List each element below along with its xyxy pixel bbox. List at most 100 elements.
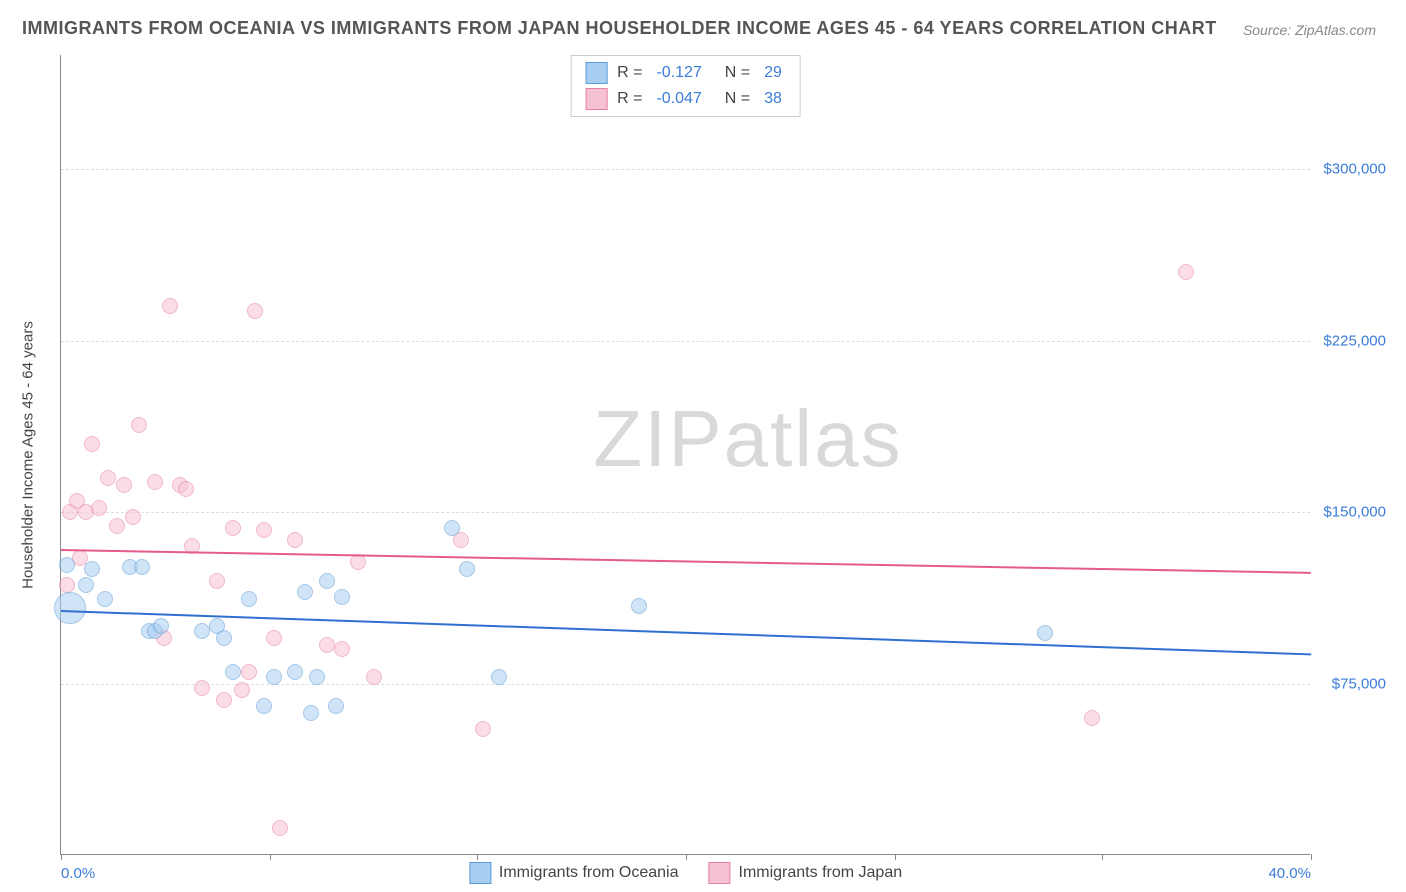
data-point	[125, 509, 141, 525]
data-point	[116, 477, 132, 493]
chart-container: Householder Income Ages 45 - 64 years ZI…	[52, 55, 1382, 855]
data-point	[134, 559, 150, 575]
r-label: R =	[617, 90, 642, 108]
series-name: Immigrants from Oceania	[499, 864, 679, 882]
data-point	[309, 669, 325, 685]
data-point	[84, 561, 100, 577]
r-value: -0.047	[656, 90, 701, 108]
plot-area: ZIPatlas R =-0.127 N =29R =-0.047 N =38 …	[60, 55, 1310, 855]
series-legend: Immigrants from Oceania Immigrants from J…	[469, 862, 902, 884]
data-point	[194, 680, 210, 696]
y-axis-label: Householder Income Ages 45 - 64 years	[20, 321, 37, 589]
data-point	[234, 682, 250, 698]
data-point	[216, 630, 232, 646]
data-point	[319, 573, 335, 589]
data-point	[444, 520, 460, 536]
n-label: N =	[716, 64, 750, 82]
data-point	[334, 641, 350, 657]
data-point	[59, 557, 75, 573]
data-point	[216, 692, 232, 708]
data-point	[147, 474, 163, 490]
x-tick	[270, 854, 271, 860]
x-tick	[1311, 854, 1312, 860]
x-tick-label: 0.0%	[61, 865, 95, 882]
data-point	[153, 618, 169, 634]
data-point	[131, 417, 147, 433]
data-point	[225, 520, 241, 536]
data-point	[109, 518, 125, 534]
correlation-legend: R = -0.127 N = 29 R = -0.047 N = 38	[570, 55, 801, 117]
n-value: 38	[764, 90, 782, 108]
x-tick	[895, 854, 896, 860]
x-tick	[61, 854, 62, 860]
data-point	[59, 577, 75, 593]
source-label: Source:	[1243, 22, 1291, 38]
r-value: -0.127	[656, 64, 701, 82]
data-point	[54, 592, 86, 624]
x-tick	[686, 854, 687, 860]
data-point	[287, 532, 303, 548]
source-value: ZipAtlas.com	[1295, 22, 1376, 38]
data-point	[100, 470, 116, 486]
r-label: R =	[617, 64, 642, 82]
n-label: N =	[716, 90, 750, 108]
data-point	[91, 500, 107, 516]
y-tick-label: $225,000	[1316, 332, 1386, 349]
data-point	[350, 554, 366, 570]
x-tick	[1102, 854, 1103, 860]
legend-row: R = -0.047 N = 38	[585, 88, 786, 110]
legend-row: R = -0.127 N = 29	[585, 62, 786, 84]
gridline-horizontal	[61, 169, 1310, 170]
n-value: 29	[764, 64, 782, 82]
data-point	[178, 481, 194, 497]
watermark-thin: atlas	[724, 394, 903, 483]
series-legend-item: Immigrants from Japan	[709, 862, 903, 884]
x-tick	[477, 854, 478, 860]
data-point	[459, 561, 475, 577]
data-point	[162, 298, 178, 314]
data-point	[328, 698, 344, 714]
data-point	[225, 664, 241, 680]
data-point	[272, 820, 288, 836]
trend-line	[61, 549, 1311, 574]
data-point	[366, 669, 382, 685]
data-point	[1037, 625, 1053, 641]
data-point	[256, 522, 272, 538]
data-point	[1178, 264, 1194, 280]
data-point	[319, 637, 335, 653]
gridline-horizontal	[61, 341, 1310, 342]
data-point	[84, 436, 100, 452]
data-point	[475, 721, 491, 737]
data-point	[1084, 710, 1100, 726]
data-point	[209, 573, 225, 589]
data-point	[256, 698, 272, 714]
data-point	[97, 591, 113, 607]
legend-swatch	[585, 62, 607, 84]
chart-title: IMMIGRANTS FROM OCEANIA VS IMMIGRANTS FR…	[22, 18, 1217, 39]
data-point	[297, 584, 313, 600]
data-point	[287, 664, 303, 680]
x-tick-label: 40.0%	[1268, 865, 1311, 882]
data-point	[241, 664, 257, 680]
series-legend-item: Immigrants from Oceania	[469, 862, 679, 884]
data-point	[631, 598, 647, 614]
data-point	[491, 669, 507, 685]
source-attribution: Source: ZipAtlas.com	[1243, 22, 1376, 38]
watermark: ZIPatlas	[593, 393, 902, 485]
data-point	[241, 591, 257, 607]
data-point	[247, 303, 263, 319]
data-point	[194, 623, 210, 639]
legend-swatch	[469, 862, 491, 884]
y-tick-label: $300,000	[1316, 161, 1386, 178]
data-point	[266, 669, 282, 685]
gridline-horizontal	[61, 512, 1310, 513]
y-tick-label: $75,000	[1316, 675, 1386, 692]
legend-swatch	[585, 88, 607, 110]
y-tick-label: $150,000	[1316, 504, 1386, 521]
series-name: Immigrants from Japan	[739, 864, 903, 882]
data-point	[266, 630, 282, 646]
data-point	[78, 577, 94, 593]
trend-line	[61, 610, 1311, 655]
data-point	[334, 589, 350, 605]
watermark-bold: ZIP	[593, 394, 723, 483]
